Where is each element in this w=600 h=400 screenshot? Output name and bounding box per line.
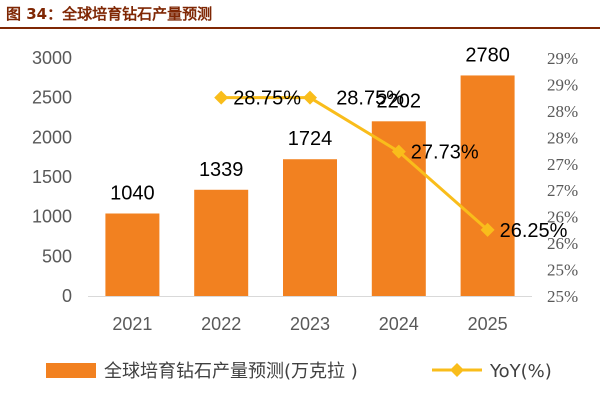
- yoy-point: [480, 222, 495, 237]
- bar-data-label: 1040: [110, 182, 155, 204]
- y-right-tick-label: 29%: [547, 49, 578, 68]
- x-tick-label: 2021: [112, 314, 152, 334]
- yoy-point: [303, 90, 317, 105]
- y-left-tick-label: 1500: [32, 167, 72, 187]
- y-left-tick-label: 1000: [32, 207, 72, 227]
- right-y-axis: 25% 25% 26% 26% 27% 27% 28% 28% 29% 29%: [547, 49, 578, 306]
- x-tick-label: 2022: [201, 314, 241, 334]
- y-left-tick-label: 2000: [32, 127, 72, 147]
- yoy-data-label: 27.73%: [411, 142, 479, 164]
- y-right-tick-label: 25%: [547, 261, 578, 280]
- bar: [283, 159, 337, 296]
- x-axis: 2021 2022 2023 2024 2025: [88, 296, 532, 334]
- y-right-tick-label: 27%: [547, 181, 578, 200]
- figure-title: 图 34：全球培育钻石产量预测: [6, 5, 213, 23]
- legend: 全球培育钻石产量预测(万克拉 ) YoY(%): [46, 361, 552, 382]
- yoy-data-label: 28.75%: [233, 88, 301, 110]
- bar-data-label: 2780: [465, 44, 510, 66]
- bar-data-labels: 1040 1339 1724 2202 2780: [110, 44, 510, 204]
- yoy-data-label: 28.75%: [336, 88, 404, 110]
- y-left-tick-label: 0: [62, 286, 72, 306]
- y-right-tick-label: 28%: [547, 128, 578, 147]
- x-tick-label: 2023: [290, 314, 330, 334]
- bar-data-label: 1339: [199, 159, 244, 181]
- yoy-line: [221, 96, 489, 232]
- x-tick-label: 2025: [468, 314, 508, 334]
- bar-data-label: 2202: [377, 90, 422, 112]
- bar-data-label: 1724: [288, 128, 333, 150]
- x-tick-label: 2024: [379, 314, 419, 334]
- line-series: [214, 90, 495, 237]
- title-divider: [0, 27, 600, 29]
- legend-line-marker: [450, 363, 464, 377]
- left-y-axis: 0 500 1000 1500 2000 2500 3000: [32, 48, 72, 306]
- bar: [194, 189, 249, 296]
- yoy-data-label: 26.25%: [500, 220, 568, 242]
- line-data-labels: 28.75% 28.75% 27.73% 26.25%: [233, 88, 567, 242]
- y-left-tick-label: 2500: [32, 88, 72, 108]
- yoy-point: [391, 144, 406, 159]
- bar: [460, 75, 515, 296]
- bar-series: [105, 75, 515, 296]
- legend-bar-swatch: [46, 363, 96, 378]
- y-right-tick-label: 29%: [547, 75, 578, 94]
- yoy-point: [214, 90, 229, 105]
- legend-line-label: YoY(%): [489, 361, 552, 382]
- y-right-tick-label: 26%: [547, 208, 578, 227]
- y-right-tick-label: 26%: [547, 234, 578, 253]
- y-right-tick-label: 28%: [547, 102, 578, 121]
- y-right-tick-label: 25%: [547, 287, 578, 306]
- y-left-tick-label: 500: [42, 246, 72, 266]
- y-left-tick-label: 3000: [32, 48, 72, 68]
- bar: [105, 213, 160, 296]
- legend-bar-label: 全球培育钻石产量预测(万克拉 ): [104, 361, 358, 382]
- y-right-tick-label: 27%: [547, 155, 578, 174]
